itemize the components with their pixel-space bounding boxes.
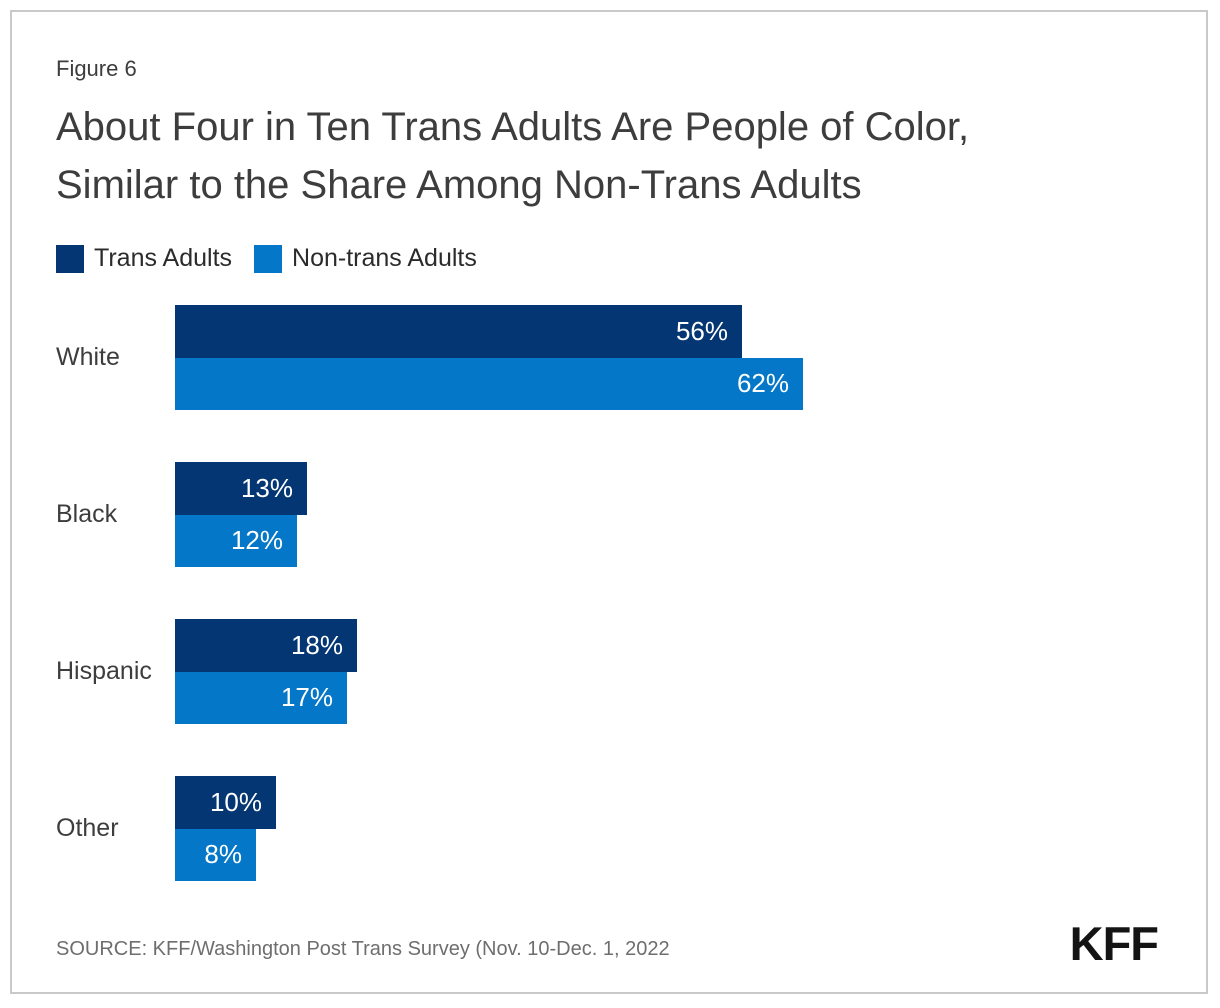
bar-chart: White 56% 62% Black 13% 12% Hispanic 18% 17% Othe… — [12, 305, 1220, 933]
bar-black-non-trans: 12% — [175, 514, 297, 567]
bar-pair: 13% 12% — [175, 462, 307, 567]
legend-swatch-icon — [254, 244, 283, 273]
legend-label: Trans Adults — [94, 244, 233, 272]
bar-group-white: White 56% 62% — [12, 305, 1220, 410]
bar-other-non-trans: 8% — [175, 828, 256, 881]
chart-title-line-1: About Four in Ten Trans Adults Are Peopl… — [56, 105, 970, 149]
kff-logo: KFF — [1069, 917, 1159, 970]
legend-label: Non-trans Adults — [292, 244, 477, 272]
chart-title-line-2: Similar to the Share Among Non-Trans Adu… — [56, 163, 862, 207]
bar-black-trans: 13% — [175, 462, 307, 515]
bar-value-label: 10% — [209, 786, 262, 817]
bar-value-label: 12% — [230, 525, 283, 556]
bar-value-label: 56% — [675, 315, 728, 346]
category-label: Black — [56, 500, 118, 528]
bar-value-label: 62% — [736, 368, 789, 399]
legend-swatch-icon — [56, 244, 84, 273]
bar-white-trans: 56% — [175, 305, 742, 358]
bar-hispanic-non-trans: 17% — [175, 671, 347, 724]
bar-hispanic-trans: 18% — [175, 619, 357, 672]
bar-value-label: 17% — [280, 682, 333, 713]
bar-group-hispanic: Hispanic 18% 17% — [12, 619, 1220, 724]
figure-label: Figure 6 — [56, 56, 137, 81]
category-label: White — [56, 343, 120, 371]
bar-group-black: Black 13% 12% — [12, 462, 1220, 567]
legend: Trans Adults Non-trans Adults — [56, 244, 477, 273]
bar-group-other: Other 10% 8% — [12, 776, 1220, 881]
bar-pair: 56% 62% — [175, 305, 803, 410]
bar-pair: 18% 17% — [175, 619, 357, 724]
chart-title: About Four in Ten Trans Adults Are Peopl… — [56, 98, 1196, 214]
bar-value-label: 8% — [204, 839, 242, 870]
bar-pair: 10% 8% — [175, 776, 276, 881]
legend-item-1: Non-trans Adults — [254, 244, 477, 273]
legend-item-0: Trans Adults — [56, 244, 232, 273]
source-note: SOURCE: KFF/Washington Post Trans Survey… — [56, 938, 670, 960]
bar-white-non-trans: 62% — [175, 357, 803, 410]
category-label: Other — [56, 814, 119, 842]
figure-frame: Figure 6 About Four in Ten Trans Adults … — [10, 10, 1208, 994]
category-label: Hispanic — [56, 657, 152, 685]
bar-value-label: 18% — [290, 629, 343, 660]
bar-value-label: 13% — [240, 472, 293, 503]
bar-other-trans: 10% — [175, 776, 276, 829]
